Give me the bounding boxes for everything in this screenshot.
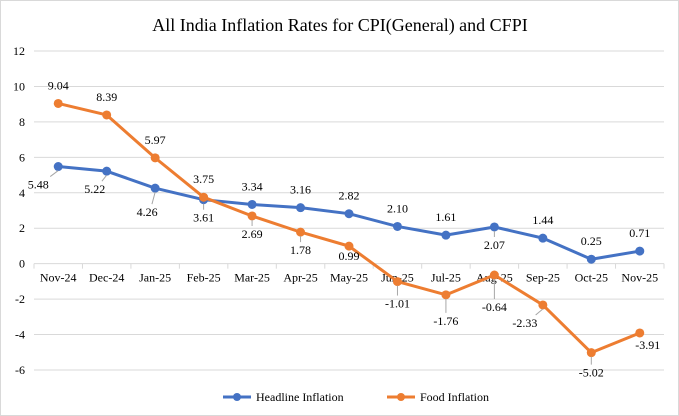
data-point: [150, 183, 160, 193]
x-tick-label: May-25: [330, 271, 368, 285]
data-point: [635, 328, 645, 338]
y-tick-label: -2: [15, 292, 25, 306]
data-label: 3.16: [290, 183, 311, 197]
leader-line: [151, 192, 156, 205]
data-point: [247, 211, 257, 221]
data-label: -1.01: [385, 297, 410, 311]
data-label: 4.26: [137, 205, 158, 219]
data-point: [150, 153, 160, 163]
data-point: [489, 270, 499, 280]
x-tick-label: Apr-25: [283, 271, 317, 285]
data-point: [441, 230, 451, 240]
data-label: -2.33: [512, 316, 537, 330]
data-label: 3.61: [193, 211, 214, 225]
data-label: 8.39: [96, 90, 117, 104]
data-label: 3.34: [242, 179, 263, 193]
data-point: [199, 192, 209, 202]
data-point: [102, 110, 112, 120]
data-point: [538, 233, 548, 243]
leader-line: [101, 174, 108, 182]
data-point: [247, 199, 257, 209]
data-label: 0.99: [339, 249, 360, 263]
y-tick-label: 12: [13, 44, 25, 58]
x-tick-label: Feb-25: [187, 271, 221, 285]
data-point: [392, 221, 402, 231]
y-tick-label: 4: [19, 186, 25, 200]
data-point: [538, 300, 548, 310]
data-label: 0.25: [581, 234, 602, 248]
x-tick-label: Sep-25: [526, 271, 560, 285]
y-tick-label: 10: [13, 79, 25, 93]
leader-line: [535, 308, 544, 316]
data-point: [586, 348, 596, 358]
x-tick-label: Jul-25: [431, 271, 461, 285]
data-label: 1.78: [290, 243, 311, 257]
data-label: -1.76: [433, 314, 458, 328]
y-tick-label: 2: [19, 221, 25, 235]
data-point: [489, 222, 499, 232]
y-tick-label: -4: [15, 328, 25, 342]
data-point: [102, 166, 112, 176]
legend-label: Headline Inflation: [256, 390, 344, 404]
data-label: 2.69: [242, 227, 263, 241]
x-tick-label: Dec-24: [89, 271, 124, 285]
data-label: 2.82: [339, 189, 360, 203]
data-point: [344, 209, 354, 219]
data-label: -3.91: [635, 338, 660, 352]
y-tick-label: 8: [19, 115, 25, 129]
leader-line: [49, 170, 59, 177]
data-label: 2.07: [484, 238, 505, 252]
y-tick-label: 0: [19, 257, 25, 271]
y-tick-label: -6: [15, 363, 25, 377]
data-point: [586, 254, 596, 264]
x-tick-label: Jan-25: [139, 271, 171, 285]
x-tick-label: Mar-25: [234, 271, 270, 285]
data-point: [53, 162, 63, 172]
x-tick-label: Nov-25: [621, 271, 658, 285]
data-label: 5.22: [84, 182, 105, 196]
data-point: [344, 241, 354, 251]
y-tick-label: 6: [19, 150, 25, 164]
legend-marker: [397, 393, 405, 401]
data-point: [441, 290, 451, 300]
data-label: 1.44: [532, 213, 553, 227]
data-label: -5.02: [579, 366, 604, 380]
data-point: [53, 98, 63, 108]
data-label: 5.48: [28, 178, 49, 192]
data-point: [635, 246, 645, 256]
legend-marker: [233, 393, 241, 401]
data-point: [392, 277, 402, 287]
x-tick-label: Nov-24: [40, 271, 77, 285]
data-label: 5.97: [145, 133, 166, 147]
data-label: 0.71: [629, 226, 650, 240]
data-point: [296, 203, 306, 213]
chart-title: All India Inflation Rates for CPI(Genera…: [152, 15, 527, 36]
x-tick-label: Oct-25: [575, 271, 608, 285]
data-label: 9.04: [48, 78, 69, 92]
legend-label: Food Inflation: [420, 390, 489, 404]
data-label: 1.61: [435, 210, 456, 224]
data-label: 2.10: [387, 201, 408, 215]
data-label: 3.75: [193, 172, 214, 186]
data-point: [296, 227, 306, 237]
data-label: -0.64: [482, 300, 507, 314]
